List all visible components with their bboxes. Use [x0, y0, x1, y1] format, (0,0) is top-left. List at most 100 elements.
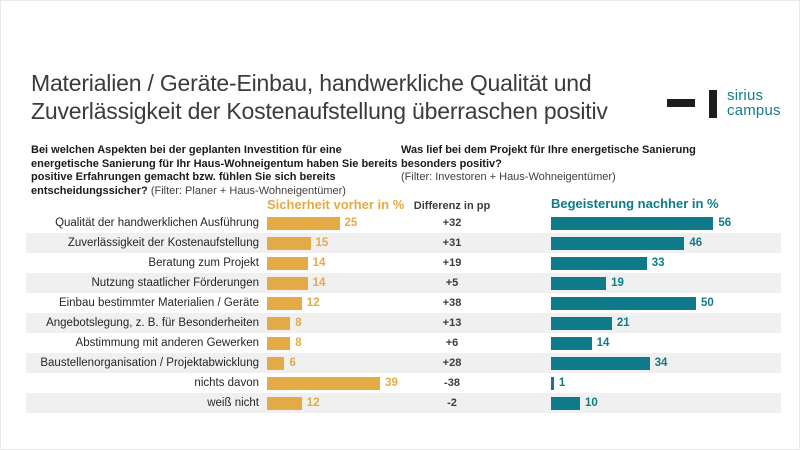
row-label: weiß nicht	[207, 397, 259, 409]
bar-value-after: 33	[651, 257, 665, 269]
chart-row: Angebotslegung, z. B. für Besonderheiten…	[26, 313, 781, 333]
question-left-text: Bei welchen Aspekten bei der geplanten I…	[31, 144, 398, 197]
bar-value-after: 19	[611, 277, 624, 289]
bar-after	[551, 296, 696, 310]
bar-after	[551, 316, 612, 330]
row-label: nichts davon	[194, 377, 259, 389]
logo-bar-icon	[709, 90, 717, 118]
bar-cell-after: 56	[551, 216, 781, 230]
bar-after	[551, 376, 554, 390]
difference-value: -2	[447, 397, 457, 409]
row-label: Abstimmung mit anderen Gewerken	[75, 337, 259, 349]
bar-cell-after: 1	[551, 376, 781, 390]
logo-dash-icon	[667, 99, 695, 107]
bar-after	[551, 396, 580, 410]
bar-cell-after: 46	[551, 236, 781, 250]
bar-value-before: 25	[344, 217, 358, 229]
bar-cell-before: 8	[267, 316, 392, 330]
bar-chart: Qualität der handwerklichen Ausführung 25…	[26, 213, 781, 413]
bar-before	[267, 296, 302, 310]
question-right: Was lief bei dem Projekt für Ihre energe…	[401, 144, 741, 185]
chart-row: Beratung zum Projekt 14 +19 33	[26, 253, 781, 273]
bar-after	[551, 216, 714, 230]
column-header-before: Sicherheit vorher in %	[267, 197, 405, 212]
chart-row: Qualität der handwerklichen Ausführung 25…	[26, 213, 781, 233]
bar-cell-after: 50	[551, 296, 781, 310]
question-left: Bei welchen Aspekten bei der geplanten I…	[31, 144, 403, 198]
difference-value: +28	[442, 357, 462, 369]
column-header-after: Begeisterung nachher in %	[551, 196, 719, 211]
chart-row: Abstimmung mit anderen Gewerken 8 +6 14	[26, 333, 781, 353]
chart-row: Baustellenorganisation / Projektabwicklu…	[26, 353, 781, 373]
bar-cell-before: 12	[267, 296, 392, 310]
sirius-campus-logo: sirius campus	[665, 85, 790, 119]
bar-cell-after: 33	[551, 256, 781, 270]
row-label: Zuverlässigkeit der Kostenaufstellung	[67, 237, 259, 249]
bar-cell-before: 8	[267, 336, 392, 350]
bar-value-after: 1	[558, 377, 566, 389]
bar-value-after: 34	[654, 357, 668, 369]
logo-brand-line2: campus	[727, 102, 781, 119]
bar-cell-before: 25	[267, 216, 392, 230]
bar-before	[267, 216, 340, 230]
bar-before	[267, 256, 308, 270]
page-title: Materialien / Geräte-Einbau, handwerklic…	[31, 70, 608, 124]
bar-before	[267, 376, 381, 390]
difference-value: +5	[445, 277, 459, 289]
bar-before	[267, 396, 302, 410]
bar-value-before: 8	[295, 317, 302, 329]
bar-before	[267, 356, 285, 370]
question-right-filter: (Filter: Investoren + Haus-Wohneigentüme…	[401, 171, 616, 183]
row-label: Baustellenorganisation / Projektabwicklu…	[40, 357, 259, 369]
bar-value-after: 50	[701, 297, 714, 309]
difference-value: +13	[442, 317, 462, 329]
logo-brand-line1: sirius	[727, 87, 764, 104]
row-label: Angebotslegung, z. B. für Besonderheiten	[46, 317, 259, 329]
bar-value-before: 8	[295, 337, 302, 349]
difference-value: +6	[445, 337, 459, 349]
row-label: Qualität der handwerklichen Ausführung	[55, 217, 259, 229]
bar-cell-before: 39	[267, 376, 398, 390]
bar-value-before: 6	[289, 357, 296, 369]
bar-value-after: 56	[718, 217, 732, 229]
bar-after	[551, 356, 650, 370]
row-label: Einbau bestimmter Materialien / Geräte	[58, 297, 259, 309]
difference-value: -38	[444, 377, 460, 389]
bar-value-before: 14	[312, 277, 326, 289]
row-label: Nutzung staatlicher Förderungen	[91, 277, 260, 289]
bar-before	[267, 236, 311, 250]
difference-value: +31	[442, 237, 462, 249]
bar-value-before: 12	[306, 297, 320, 309]
bar-value-after: 10	[585, 397, 598, 409]
bar-before	[267, 276, 308, 290]
bar-value-after: 21	[616, 317, 630, 329]
chart-row: weiß nicht 12 -2 10	[26, 393, 781, 413]
bar-value-before: 15	[315, 237, 329, 249]
bar-value-before: 14	[312, 257, 326, 269]
difference-value: +38	[442, 297, 462, 309]
logo-brand-text: sirius campus	[727, 88, 781, 118]
column-header-difference: Differenz in pp	[413, 200, 491, 212]
bar-after	[551, 236, 685, 250]
chart-row: nichts davon 39 -38 1	[26, 373, 781, 393]
bar-cell-before: 14	[267, 256, 392, 270]
bar-cell-before: 15	[267, 236, 392, 250]
chart-row: Nutzung staatlicher Förderungen 14 +5 19	[26, 273, 781, 293]
bar-cell-before: 12	[267, 396, 392, 410]
bar-cell-before: 6	[267, 356, 392, 370]
difference-value: +19	[442, 257, 462, 269]
bar-value-before: 39	[385, 377, 398, 389]
chart-row: Einbau bestimmter Materialien / Geräte 12…	[26, 293, 781, 313]
bar-cell-after: 14	[551, 336, 781, 350]
bar-after	[551, 256, 647, 270]
question-left-filter: (Filter: Planer + Haus-Wohneigentümer)	[147, 184, 346, 197]
bar-cell-after: 21	[551, 316, 781, 330]
bar-cell-after: 10	[551, 396, 781, 410]
bar-value-before: 12	[306, 397, 320, 409]
bar-cell-after: 19	[551, 276, 781, 290]
bar-value-after: 14	[596, 337, 610, 349]
bar-cell-before: 14	[267, 276, 392, 290]
bar-before	[267, 336, 291, 350]
bar-after	[551, 276, 607, 290]
